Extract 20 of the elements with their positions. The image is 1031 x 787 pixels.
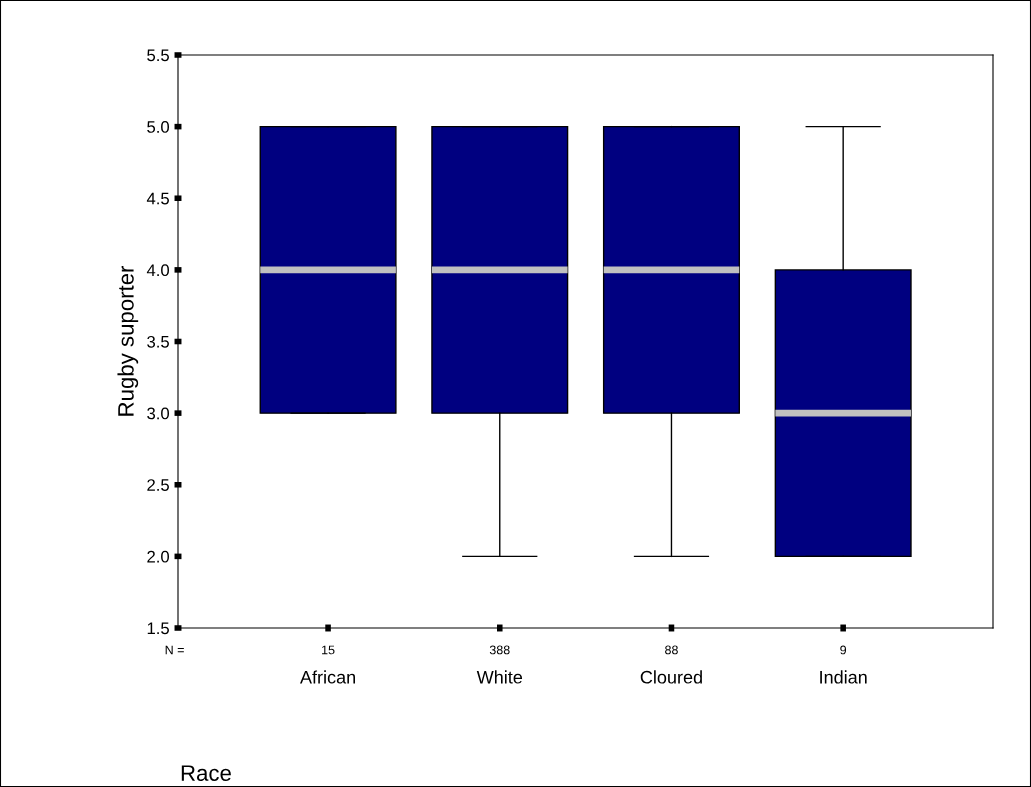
x-tick-label: Cloured (640, 670, 702, 684)
y-tick-label: 4.0 (146, 264, 170, 277)
y-tick-label: 3.0 (147, 407, 170, 420)
text: 15 (322, 645, 335, 655)
y-tick-label: 4.5 (146, 192, 169, 205)
text: N = (165, 645, 184, 655)
x-tick-label: African (300, 670, 355, 684)
y-axis-title: Rugby suporter (117, 265, 139, 416)
y-tick-label: 5.0 (147, 121, 170, 133)
x-tick-label: Indian (820, 670, 867, 684)
x-tick-label: White (476, 670, 523, 684)
text: 9 (840, 645, 847, 655)
y-tick-label: 5.5 (147, 49, 169, 62)
y-tick-label: 1.5 (147, 622, 169, 635)
y-tick-label: 2.5 (147, 479, 169, 491)
text: 388 (489, 645, 510, 655)
x-axis-title: Race (181, 765, 231, 781)
text: 88 (665, 645, 678, 655)
y-tick-label: 2.0 (147, 550, 170, 563)
y-tick-label: 3.5 (147, 335, 169, 348)
